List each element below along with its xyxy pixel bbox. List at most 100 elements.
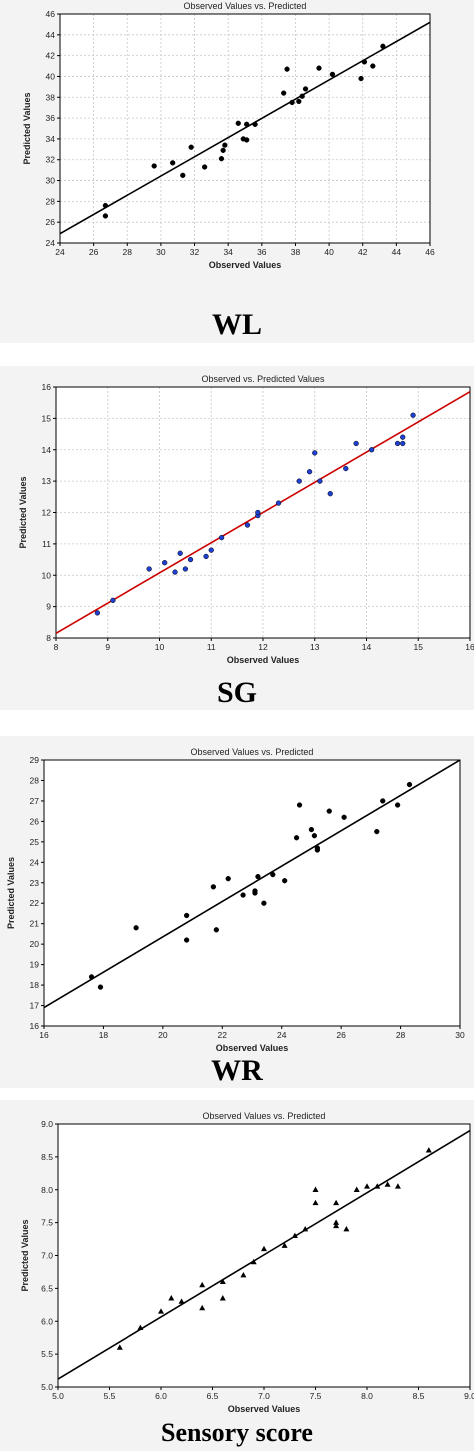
- data-point: [219, 1295, 226, 1301]
- data-point: [293, 835, 300, 841]
- x-axis-label: Observed Values: [216, 1043, 289, 1053]
- data-point: [210, 884, 217, 890]
- x-tick-label: 15: [414, 642, 424, 652]
- y-axis-label: Predicted Values: [22, 92, 32, 164]
- data-point: [225, 876, 231, 882]
- data-point: [170, 160, 176, 166]
- data-point: [110, 597, 116, 604]
- data-point: [261, 1245, 267, 1252]
- y-tick-label: 15: [42, 413, 52, 423]
- data-point: [275, 500, 282, 506]
- data-point: [281, 1242, 288, 1248]
- x-tick-label: 9: [105, 642, 110, 652]
- chart-panel-wr: 16 18 20 22 24 26 28 30 16 17 18 19 20 21 22 23 24 25 26 27…: [0, 736, 474, 1088]
- data-point: [182, 566, 189, 572]
- data-point: [358, 75, 364, 82]
- x-tick-label: 30: [156, 247, 166, 257]
- data-layer: [44, 760, 460, 1009]
- data-point: [329, 71, 336, 78]
- data-point: [327, 491, 333, 497]
- y-tick-label: 42: [46, 51, 56, 61]
- x-tick-label: 9.0: [464, 1391, 474, 1401]
- x-tick-label: 12: [258, 642, 268, 652]
- data-point: [400, 434, 406, 440]
- data-point: [425, 1147, 432, 1153]
- y-tick-label: 7.0: [41, 1251, 53, 1261]
- x-tick-label: 38: [291, 247, 301, 257]
- chart-wr: 16 18 20 22 24 26 28 30 16 17 18 19 20 21 22 23 24 25 26 27…: [6, 747, 465, 1053]
- data-point: [394, 1183, 401, 1189]
- y-axis-label: Predicted Values: [18, 476, 28, 548]
- y-tick-label: 19: [30, 960, 40, 970]
- data-point: [306, 469, 313, 475]
- y-tick-label: 25: [30, 837, 40, 847]
- data-point: [400, 440, 406, 447]
- data-point: [252, 888, 258, 894]
- y-tick-label: 46: [46, 9, 56, 19]
- y-tick-label: 9: [46, 602, 51, 612]
- data-point: [394, 802, 401, 808]
- data-point: [151, 163, 157, 169]
- data-point: [240, 1272, 247, 1278]
- data-point: [361, 59, 368, 65]
- data-point: [183, 937, 190, 943]
- y-tick-label: 6.0: [41, 1316, 53, 1326]
- x-tick-label: 5.0: [52, 1391, 64, 1401]
- x-tick-label: 26: [336, 1030, 346, 1040]
- data-point: [314, 845, 321, 851]
- x-tick-label: 42: [358, 247, 368, 257]
- data-point: [208, 547, 214, 553]
- y-tick-label: 11: [42, 539, 51, 549]
- chart-wl: 24 26 28 30 32 34 36 38 40 42 44 46 24 26 28 30 32 34 36 38…: [22, 1, 435, 270]
- x-tick-label: 28: [123, 247, 133, 257]
- y-tick-label: 10: [42, 570, 52, 580]
- data-point: [168, 1295, 175, 1301]
- y-tick-label: 7.5: [41, 1218, 53, 1228]
- y-tick-label: 18: [30, 980, 40, 990]
- y-tick-label: 12: [42, 508, 52, 518]
- y-tick-label: 16: [42, 382, 52, 392]
- data-point: [302, 86, 309, 92]
- data-point: [235, 120, 241, 126]
- data-point: [289, 99, 295, 106]
- x-tick-label: 7.0: [258, 1391, 270, 1401]
- data-point: [162, 560, 168, 566]
- data-point: [199, 1304, 206, 1311]
- y-tick-label: 24: [30, 857, 40, 867]
- data-point: [146, 566, 152, 572]
- data-point: [370, 63, 376, 69]
- data-point: [177, 550, 183, 556]
- data-point: [316, 65, 322, 71]
- x-tick-label: 16: [465, 642, 474, 652]
- chart-sg: 8 9 10 11 12 13 14 15 16 8 9 10 11 12 13 14 15 16 Observed…: [18, 374, 474, 665]
- data-point: [374, 1183, 381, 1189]
- chart-title: Observed Values vs. Predicted: [184, 1, 307, 11]
- data-point: [333, 1199, 340, 1206]
- y-tick-label: 21: [30, 919, 40, 929]
- chart-title: Observed Values vs. Predicted: [191, 747, 314, 757]
- data-point: [374, 828, 380, 835]
- data-point: [312, 450, 318, 456]
- x-axis-label: Observed Values: [227, 655, 300, 665]
- y-tick-label: 20: [30, 939, 40, 949]
- plot-frame: [43, 759, 461, 1027]
- y-tick-label: 5.5: [41, 1349, 53, 1359]
- x-tick-label: 34: [223, 247, 233, 257]
- chart-panel-sensory: 5.0 5.5 6.0 6.5 7.0 7.5 8.0 8.5 9.0 5.0 5.5 6.0 6.5 7…: [0, 1100, 474, 1451]
- data-point: [252, 121, 258, 127]
- y-tick-label: 26: [46, 217, 56, 227]
- data-point: [343, 1226, 350, 1232]
- x-tick-label: 24: [55, 247, 65, 257]
- data-point: [281, 90, 287, 96]
- data-point: [219, 1278, 226, 1284]
- y-tick-label: 29: [30, 755, 40, 765]
- x-tick-label: 44: [392, 247, 402, 257]
- y-tick-label: 38: [46, 92, 56, 102]
- data-point: [218, 534, 225, 541]
- data-point: [394, 440, 401, 447]
- plot-area: [44, 760, 460, 1026]
- data-point: [261, 900, 267, 906]
- data-point: [302, 1226, 309, 1232]
- regression-line: [56, 391, 470, 634]
- x-tick-label: 6.5: [207, 1391, 219, 1401]
